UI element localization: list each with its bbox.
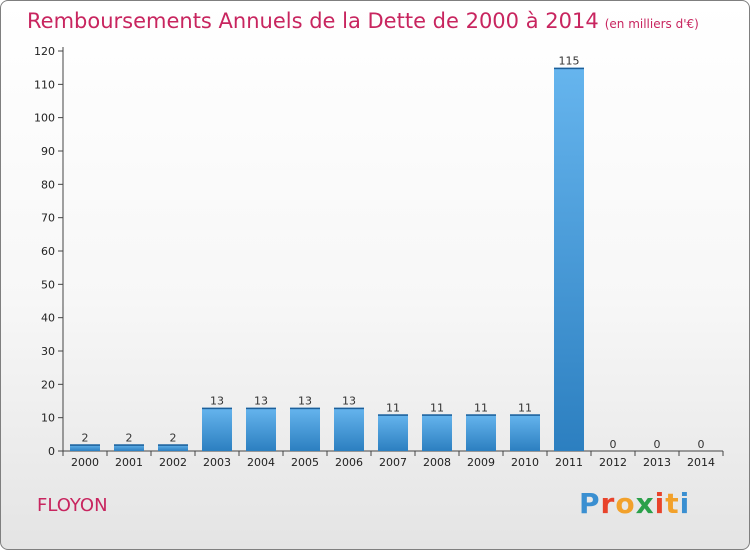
bar bbox=[114, 444, 144, 451]
x-tick-label: 2010 bbox=[511, 456, 539, 469]
y-tick-label: 110 bbox=[34, 78, 55, 91]
x-tick-label: 2005 bbox=[291, 456, 319, 469]
data-label: 11 bbox=[430, 401, 444, 414]
bar bbox=[70, 444, 100, 451]
proxiti-logo: Proxiti bbox=[579, 487, 690, 520]
x-tick-label: 2002 bbox=[159, 456, 187, 469]
data-label: 0 bbox=[654, 438, 661, 451]
bars bbox=[70, 67, 584, 452]
data-label: 2 bbox=[126, 431, 133, 444]
data-label: 13 bbox=[210, 395, 224, 408]
bar bbox=[466, 414, 496, 451]
y-tick-label: 120 bbox=[34, 45, 55, 58]
bar-top-edge bbox=[202, 407, 232, 410]
x-tick-label: 2001 bbox=[115, 456, 143, 469]
bar bbox=[290, 407, 320, 451]
x-tick-label: 2006 bbox=[335, 456, 363, 469]
x-tick-label: 2009 bbox=[467, 456, 495, 469]
data-labels: 2 2 2 13 13 13 13 11 11 11 11 115 0 0 0 bbox=[82, 55, 705, 451]
y-tick-label: 80 bbox=[41, 178, 55, 191]
bar bbox=[202, 407, 232, 451]
logo-letter: P bbox=[579, 487, 601, 520]
x-tick-label: 2000 bbox=[71, 456, 99, 469]
logo-letter: r bbox=[600, 487, 616, 520]
logo-letter: x bbox=[635, 487, 655, 520]
commune-name: FLOYON bbox=[37, 495, 108, 516]
data-label: 11 bbox=[386, 401, 400, 414]
data-label: 11 bbox=[518, 401, 532, 414]
logo-letter: t bbox=[665, 487, 680, 520]
logo-letter: i bbox=[679, 487, 691, 520]
x-tick-label: 2004 bbox=[247, 456, 275, 469]
bar bbox=[510, 414, 540, 451]
data-label: 2 bbox=[82, 431, 89, 444]
bar-top-edge bbox=[510, 414, 540, 416]
data-label: 13 bbox=[342, 395, 356, 408]
y-tick-label: 30 bbox=[41, 345, 55, 358]
data-label: 0 bbox=[698, 438, 705, 451]
y-tick-label: 70 bbox=[41, 212, 55, 225]
data-label: 115 bbox=[559, 55, 580, 68]
y-tick-label: 20 bbox=[41, 378, 55, 391]
data-label: 0 bbox=[610, 438, 617, 451]
chart-title: Remboursements Annuels de la Dette de 20… bbox=[27, 9, 699, 33]
title-text: Remboursements Annuels de la Dette de 20… bbox=[27, 9, 599, 33]
x-tick-label: 2014 bbox=[687, 456, 715, 469]
x-tick-label: 2008 bbox=[423, 456, 451, 469]
x-tick-label: 2003 bbox=[203, 456, 231, 469]
x-tick-label: 2011 bbox=[555, 456, 583, 469]
y-tick-label: 100 bbox=[34, 112, 55, 125]
data-label: 13 bbox=[254, 395, 268, 408]
x-tick-label: 2012 bbox=[599, 456, 627, 469]
bar bbox=[246, 407, 276, 451]
bar-top-edge bbox=[290, 407, 320, 410]
bar bbox=[554, 67, 584, 452]
bar-top-edge bbox=[422, 414, 452, 416]
bar bbox=[378, 414, 408, 451]
bar-top-edge bbox=[378, 414, 408, 416]
bar-top-edge bbox=[158, 444, 188, 446]
x-tick-label: 2007 bbox=[379, 456, 407, 469]
bar-top-edge bbox=[70, 444, 100, 446]
x-tick-label: 2013 bbox=[643, 456, 671, 469]
bar-top-edge bbox=[334, 407, 364, 410]
y-tick-label: 60 bbox=[41, 245, 55, 258]
data-label: 13 bbox=[298, 395, 312, 408]
y-tick-label: 0 bbox=[48, 445, 55, 458]
y-tick-label: 90 bbox=[41, 145, 55, 158]
bar bbox=[334, 407, 364, 451]
y-tick-label: 50 bbox=[41, 278, 55, 291]
bar-top-edge bbox=[246, 407, 276, 410]
bar-top-edge bbox=[466, 414, 496, 416]
data-label: 2 bbox=[170, 431, 177, 444]
unit-label: (en milliers d'€) bbox=[604, 17, 699, 31]
bar-top-edge bbox=[114, 444, 144, 446]
bar bbox=[158, 444, 188, 451]
y-tick-label: 40 bbox=[41, 312, 55, 325]
bar bbox=[422, 414, 452, 451]
y-tick-label: 10 bbox=[41, 412, 55, 425]
bar-top-edge bbox=[554, 67, 584, 70]
logo-letter: o bbox=[615, 487, 636, 520]
logo-letter: i bbox=[654, 487, 666, 520]
data-label: 11 bbox=[474, 401, 488, 414]
